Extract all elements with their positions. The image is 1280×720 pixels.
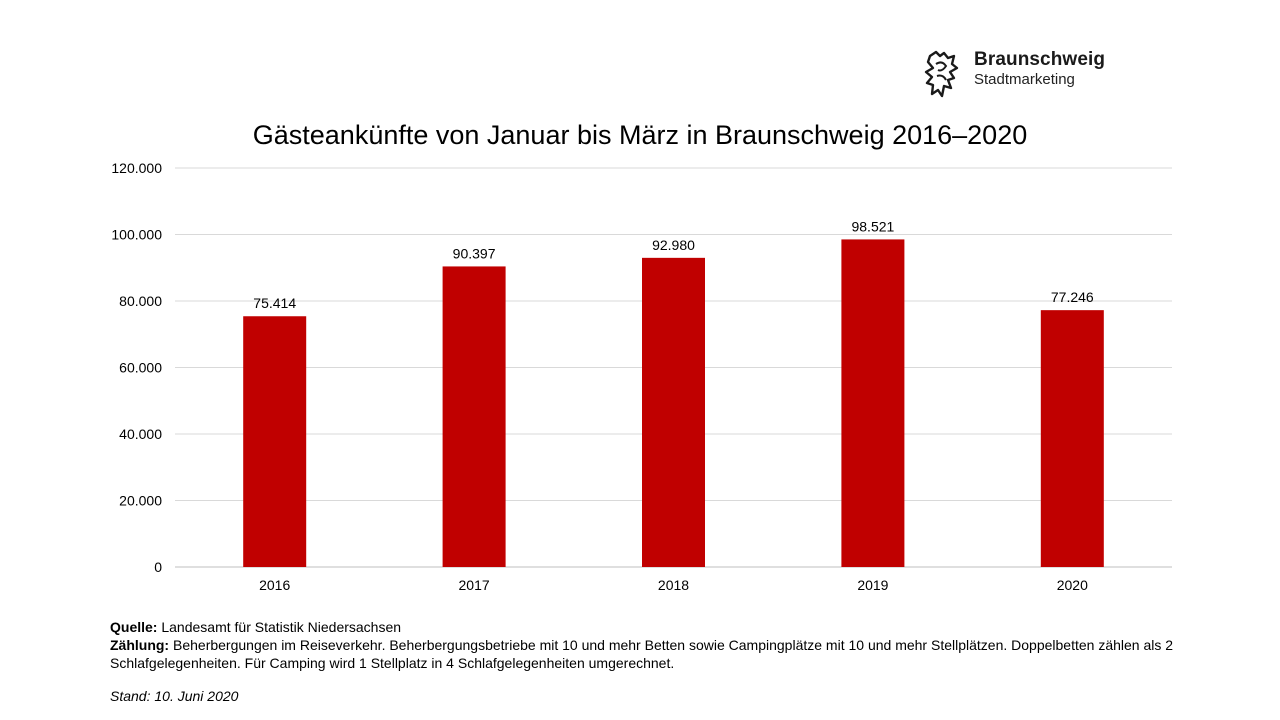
- stand-date: Stand: 10. Juni 2020: [110, 688, 239, 704]
- y-tick-label: 80.000: [119, 293, 162, 309]
- source-note: Quelle: Landesamt für Statistik Niedersa…: [110, 618, 1220, 636]
- count-note: Zählung: Beherbergungen im Reiseverkehr.…: [110, 636, 1220, 672]
- y-tick-label: 60.000: [119, 360, 162, 376]
- bar: [642, 257, 705, 567]
- data-label: 77.246: [1051, 289, 1094, 305]
- logo-subtitle: Stadtmarketing: [974, 71, 1075, 88]
- y-tick-label: 40.000: [119, 426, 162, 442]
- chart-title: Gästeankünfte von Januar bis März in Bra…: [252, 120, 1028, 150]
- bar: [243, 316, 307, 567]
- bar-chart: 0 20.000 40.000 60.000 80.000 100.000 120.000 7…: [111, 160, 1172, 593]
- brand-logo: Braunschweig Stadtmarketing: [924, 48, 1124, 104]
- x-tick-label: 2017: [459, 577, 490, 593]
- y-tick-label: 0: [154, 559, 162, 575]
- bar: [841, 239, 905, 568]
- bar: [1040, 310, 1104, 567]
- chart-notes: Quelle: Landesamt für Statistik Niedersa…: [110, 618, 1220, 672]
- logo-name: Braunschweig: [974, 49, 1106, 70]
- bar: [442, 266, 506, 567]
- x-tick-label: 2016: [259, 577, 290, 593]
- x-tick-label: 2018: [658, 577, 689, 593]
- x-tick-label: 2019: [857, 577, 888, 593]
- count-label: Zählung:: [110, 637, 170, 653]
- y-tick-label: 100.000: [111, 227, 162, 243]
- y-tick-label: 120.000: [111, 160, 162, 176]
- y-tick-label: 20.000: [119, 493, 162, 509]
- data-label: 92.980: [652, 237, 695, 253]
- source-label: Quelle:: [110, 619, 158, 635]
- x-tick-label: 2020: [1057, 577, 1088, 593]
- lion-crest-icon: [924, 50, 959, 98]
- source-text: Landesamt für Statistik Niedersachsen: [157, 619, 402, 635]
- data-label: 75.414: [253, 295, 296, 311]
- data-label: 90.397: [453, 245, 496, 261]
- count-text: Beherbergungen im Reiseverkehr. Beherber…: [110, 637, 1174, 671]
- data-label: 98.521: [851, 218, 894, 234]
